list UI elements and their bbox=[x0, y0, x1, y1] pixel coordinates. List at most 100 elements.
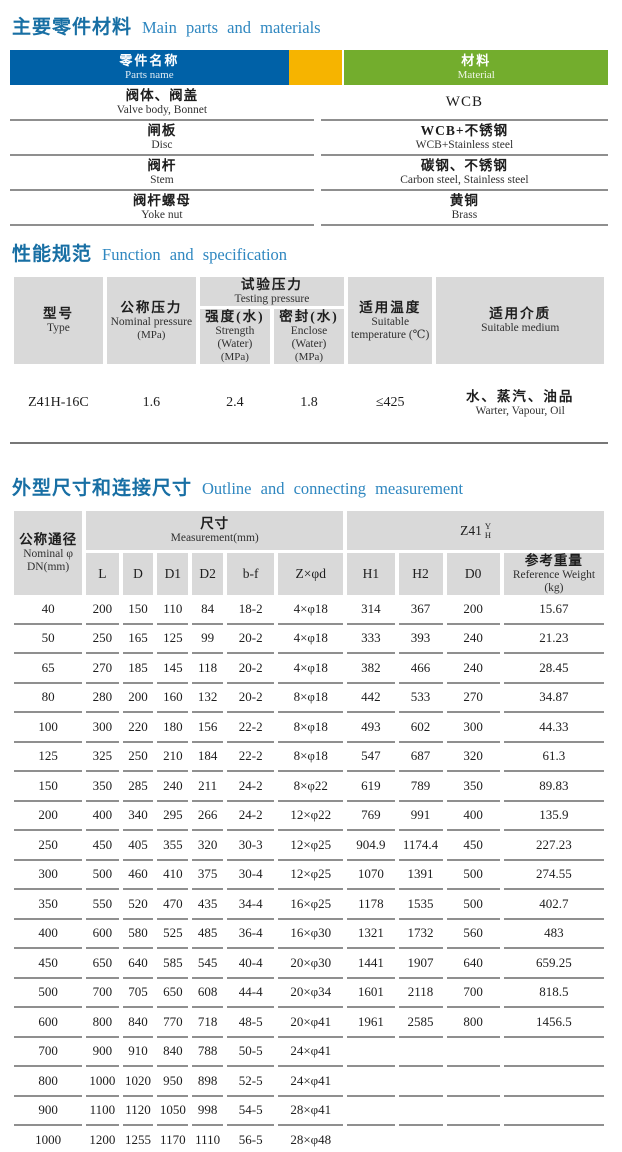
part-zh: 阀杆螺母 bbox=[132, 193, 191, 208]
table-cell: 8×φ18 bbox=[278, 742, 344, 772]
table-row: 350 550 520 470 435 34-4 16×φ25 1178 1535 500 402.… bbox=[14, 890, 604, 920]
table-cell: 2118 bbox=[398, 978, 443, 1008]
table-cell: 818.5 bbox=[503, 978, 604, 1008]
table-cell: 500 bbox=[446, 890, 500, 920]
table-cell: 1170 bbox=[157, 1126, 189, 1152]
part-en: Yoke nut bbox=[141, 209, 183, 221]
table-cell: 2585 bbox=[398, 1008, 443, 1038]
table-cell: 769 bbox=[347, 801, 395, 831]
table-cell: 4×φ18 bbox=[278, 624, 344, 654]
temp-header-en: Suitable bbox=[371, 315, 410, 328]
table-cell: 36-4 bbox=[227, 919, 275, 949]
measurement-group-header: 尺寸 Measurement(mm) bbox=[86, 511, 344, 553]
medium-value-zh: 水、蒸汽、油品 bbox=[465, 388, 575, 404]
nominal-pressure-value: 1.6 bbox=[106, 364, 196, 442]
table-cell: 16×φ25 bbox=[278, 890, 344, 920]
col-header-bf: b-f bbox=[227, 553, 275, 595]
table-cell: 20×φ41 bbox=[278, 1008, 344, 1038]
table-cell: 118 bbox=[192, 654, 224, 684]
medium-value-en: Warter, Vapour, Oil bbox=[475, 404, 565, 417]
nominal-pressure-header: 公称压力 Nominal pressure (MPa) bbox=[106, 277, 196, 364]
material-en: WCB+Stainless steel bbox=[415, 139, 514, 151]
type-value: Z41H-16C bbox=[14, 364, 103, 442]
table-cell: 150 bbox=[122, 595, 154, 625]
materials-section-title: 主要零件材料 Main parts and materials bbox=[12, 16, 608, 41]
table-cell: 295 bbox=[157, 801, 189, 831]
table-cell: 705 bbox=[122, 978, 154, 1008]
table-cell: 61.3 bbox=[503, 742, 604, 772]
table-cell: 150 bbox=[14, 772, 83, 802]
table-cell: 898 bbox=[192, 1067, 224, 1097]
table-cell: 1255 bbox=[122, 1126, 154, 1152]
table-cell: 89.83 bbox=[503, 772, 604, 802]
spec-section-title: 性能规范 Function and specification bbox=[12, 243, 608, 268]
table-cell: 80 bbox=[14, 683, 83, 713]
table-cell: 1174.4 bbox=[398, 831, 443, 861]
table-cell: 300 bbox=[86, 713, 119, 743]
table-cell: 770 bbox=[157, 1008, 189, 1038]
table-cell: 788 bbox=[192, 1037, 224, 1067]
table-cell: 135.9 bbox=[503, 801, 604, 831]
measurement-header-en: Measurement(mm) bbox=[170, 532, 259, 544]
table-row: 300 500 460 410 375 30-4 12×φ25 1070 1391 500 274.… bbox=[14, 860, 604, 890]
table-cell: 700 bbox=[86, 978, 119, 1008]
table-row: 80 280 200 160 132 20-2 8×φ18 442 533 270 34.87 bbox=[14, 683, 604, 713]
spec-section: 性能规范 Function and specification 型号 Type 公… bbox=[10, 243, 608, 444]
table-cell: 700 bbox=[446, 978, 500, 1008]
part-en: Valve body, Bonnet bbox=[116, 103, 208, 116]
table-cell: 1441 bbox=[347, 949, 395, 979]
table-cell: 400 bbox=[86, 801, 119, 831]
table-cell: 300 bbox=[446, 713, 500, 743]
table-cell: 20×φ30 bbox=[278, 949, 344, 979]
table-cell: 4×φ18 bbox=[278, 595, 344, 625]
table-cell: 1020 bbox=[122, 1067, 154, 1097]
table-cell: 950 bbox=[157, 1067, 189, 1097]
material-cell: 碳钢、不锈钢 Carbon steel, Stainless steel bbox=[320, 156, 608, 191]
material-cell: 黄铜 Brass bbox=[320, 191, 608, 226]
table-cell: 12×φ22 bbox=[278, 801, 344, 831]
table-cell: 640 bbox=[122, 949, 154, 979]
temperature-value: ≤425 bbox=[348, 364, 433, 442]
table-cell: 20-2 bbox=[227, 624, 275, 654]
strength-header-en: Strength (Water) bbox=[215, 325, 255, 350]
model-variant-y: Y bbox=[484, 521, 492, 532]
table-cell: 547 bbox=[347, 742, 395, 772]
strength-header: 强度(水) Strength (Water) (MPa) bbox=[199, 309, 270, 364]
table-cell: 1456.5 bbox=[503, 1008, 604, 1038]
table-row: 1000 1200 1255 1170 1110 56-5 28×φ48 bbox=[14, 1126, 604, 1152]
table-cell: 800 bbox=[446, 1008, 500, 1038]
table-cell: 1535 bbox=[398, 890, 443, 920]
enclose-header-en: Enclose (Water) bbox=[290, 325, 328, 350]
table-cell: 20-2 bbox=[227, 683, 275, 713]
table-cell: 800 bbox=[14, 1067, 83, 1097]
table-cell: 266 bbox=[192, 801, 224, 831]
table-cell: 125 bbox=[14, 742, 83, 772]
table-cell bbox=[398, 1067, 443, 1097]
table-cell: 1178 bbox=[347, 890, 395, 920]
section-divider bbox=[10, 442, 608, 444]
table-cell: 285 bbox=[122, 772, 154, 802]
table-cell bbox=[347, 1067, 395, 1097]
table-cell: 1200 bbox=[86, 1126, 119, 1152]
table-cell bbox=[398, 1037, 443, 1067]
dimensions-table-body: 40 200 150 110 84 18-2 4×φ18 314 367 200 15.67 50 25… bbox=[14, 595, 604, 1152]
weight-header-en: Reference Weight (kg) bbox=[512, 569, 596, 594]
table-cell: 8×φ18 bbox=[278, 683, 344, 713]
table-cell: 100 bbox=[14, 713, 83, 743]
type-header-zh: 型号 bbox=[42, 306, 74, 321]
table-cell: 125 bbox=[157, 624, 189, 654]
col-header-H1: H1 bbox=[347, 553, 395, 595]
table-cell: 585 bbox=[157, 949, 189, 979]
dn-header-en: Nominal φ bbox=[23, 548, 73, 560]
table-row: 闸板 Disc WCB+不锈钢 WCB+Stainless steel bbox=[10, 121, 608, 156]
table-cell: 50-5 bbox=[227, 1037, 275, 1067]
enclose-header-zh: 密封(水) bbox=[279, 309, 339, 324]
table-cell: 220 bbox=[122, 713, 154, 743]
table-row: 250 450 405 355 320 30-3 12×φ25 904.9 1174.4 450 2… bbox=[14, 831, 604, 861]
table-cell: 718 bbox=[192, 1008, 224, 1038]
table-cell: 405 bbox=[122, 831, 154, 861]
parts-name-header: 零件名称 Parts name bbox=[10, 50, 289, 85]
table-cell: 160 bbox=[157, 683, 189, 713]
medium-header: 适用介质 Suitable medium bbox=[436, 277, 604, 364]
table-cell: 110 bbox=[157, 595, 189, 625]
